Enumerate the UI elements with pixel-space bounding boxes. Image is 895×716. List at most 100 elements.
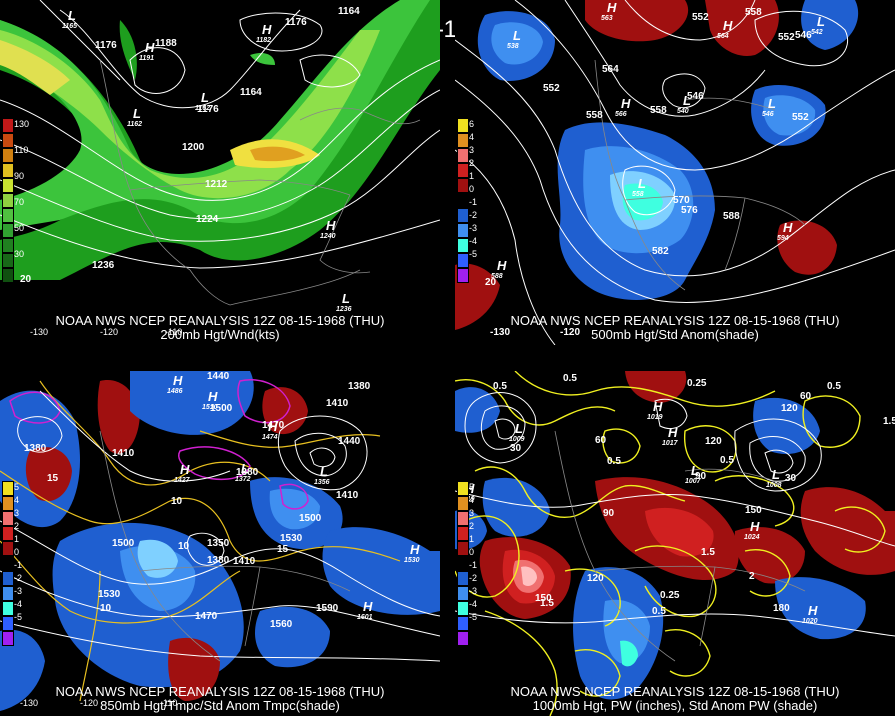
pressure-center-value: 1009: [509, 436, 525, 443]
contour-label: 120: [781, 403, 798, 414]
contour-label: 1176: [285, 17, 307, 28]
legend-swatch: [2, 496, 14, 511]
legend-label: -2: [469, 573, 478, 583]
low-pressure-mark: L: [201, 90, 209, 105]
legend-label: 2: [469, 521, 475, 531]
contour-label: 1164: [338, 6, 360, 17]
contour-label: 1188: [155, 38, 177, 49]
contour-label: 2: [749, 571, 755, 582]
high-pressure-mark: H: [268, 419, 278, 434]
contour-label: 558: [650, 105, 667, 116]
contour-label: -120: [560, 327, 580, 338]
high-pressure-mark: H: [750, 519, 760, 534]
legend-swatch: [457, 631, 469, 646]
high-pressure-mark: H: [497, 258, 507, 273]
height-contours: [0, 0, 440, 269]
longitude-label: -120: [80, 698, 98, 708]
caption-line-2: 1000mb Hgt, PW (inches), Std Anom PW (sh…: [532, 698, 818, 713]
contour-label: 1410: [233, 556, 256, 567]
contour-label: 120: [587, 573, 604, 584]
contour-label: 582: [652, 246, 669, 257]
legend-swatch: [2, 163, 14, 178]
legend-label: 4: [14, 495, 20, 505]
contour-label: 60: [595, 435, 607, 446]
legend-label: 6: [469, 119, 475, 129]
legend-label: -4: [469, 599, 478, 609]
pressure-center-value: 542: [811, 29, 823, 36]
height-contours: [455, 392, 895, 637]
pressure-center-value: 564: [717, 33, 729, 40]
high-pressure-mark: H: [208, 389, 218, 404]
high-pressure-mark: H: [410, 542, 420, 557]
longitude-label: -130: [20, 698, 38, 708]
contour-label: 15: [47, 473, 59, 484]
contour-label: 0.25: [687, 378, 707, 389]
legend-label: 1: [469, 171, 475, 181]
legend-swatch: [2, 616, 14, 631]
legend-swatch: [2, 586, 14, 601]
legend-1000mb: 5 4 3 2 1 0 -1 -2 -3 -4 -5: [457, 481, 477, 646]
low-pressure-mark: L: [768, 96, 776, 111]
contour-label: 1212: [205, 179, 228, 190]
legend-swatch: [457, 511, 469, 526]
longitude-labels: -130 -120 -110: [30, 327, 182, 337]
legend-swatch: [2, 556, 14, 571]
pressure-center-value: 1372: [235, 476, 251, 483]
legend-850mb: 5 4 3 2 1 0 -1 -2 -3 -4 -5: [2, 481, 22, 646]
coastlines: [99, 59, 421, 306]
contour-label: 1380: [207, 555, 230, 566]
low-pressure-mark: L: [638, 176, 646, 191]
contour-label: 30: [510, 443, 522, 454]
legend-swatch: [457, 253, 469, 268]
contour-label: 90: [695, 471, 707, 482]
low-pressure-mark: L: [683, 93, 691, 108]
contour-label: 564: [602, 64, 619, 75]
pressure-center-value: 1191: [139, 55, 154, 62]
legend-label: 5: [469, 482, 475, 492]
legend-swatch: [457, 571, 469, 586]
legend-swatch: [2, 511, 14, 526]
panel-200mb: 1164 1176 1188 1176 1164 1176 1200 1212 1224 1236…: [0, 0, 440, 345]
contour-label: 30: [785, 473, 797, 484]
high-pressure-mark: H: [783, 220, 793, 235]
legend-swatch: [457, 118, 469, 133]
longitude-label: -130: [30, 327, 48, 337]
contour-label: 120: [705, 436, 722, 447]
contour-label: 0.5: [827, 381, 841, 392]
legend-label: -3: [469, 586, 478, 596]
contour-label: 90: [603, 508, 615, 519]
legend-swatch: [457, 481, 469, 496]
caption-line-2: 850mb Hgt/Tmpc/Std Anom Tmpc(shade): [100, 698, 340, 713]
contour-label: 10: [171, 496, 183, 507]
legend-label: 4: [469, 132, 475, 142]
map-200mb: 1164 1176 1188 1176 1164 1176 1200 1212 1224 1236…: [0, 0, 440, 337]
contour-label: 15: [277, 544, 289, 555]
coastlines: [99, 430, 351, 662]
contour-label: 1470: [262, 420, 285, 431]
legend-label: -5: [14, 612, 23, 622]
legend-label: -4: [14, 599, 23, 609]
legend-swatch: [2, 481, 14, 496]
longitude-label: -110: [160, 698, 177, 708]
contour-label: 0.5: [652, 606, 666, 617]
legend-label: 90: [14, 171, 25, 181]
contour-label: 60: [800, 391, 812, 402]
legend-swatch: [457, 268, 469, 283]
panel-500mb: 552 558 552 546 564 552 558 558 546 552 570 576 588 5…: [455, 0, 895, 345]
low-pressure-mark: L: [515, 421, 523, 436]
contour-label: 1350: [207, 538, 230, 549]
legend-swatch: [457, 238, 469, 253]
low-pressure-mark: L: [320, 464, 328, 479]
legend-label: -4: [469, 236, 478, 246]
legend-label: 1: [469, 534, 475, 544]
legend-swatch: [457, 541, 469, 556]
high-pressure-mark: H: [607, 0, 617, 15]
pressure-center-value: 1427: [174, 477, 191, 484]
high-pressure-mark: H: [653, 399, 663, 414]
coastlines: [594, 59, 806, 291]
pressure-center-value: 1162: [127, 121, 142, 128]
